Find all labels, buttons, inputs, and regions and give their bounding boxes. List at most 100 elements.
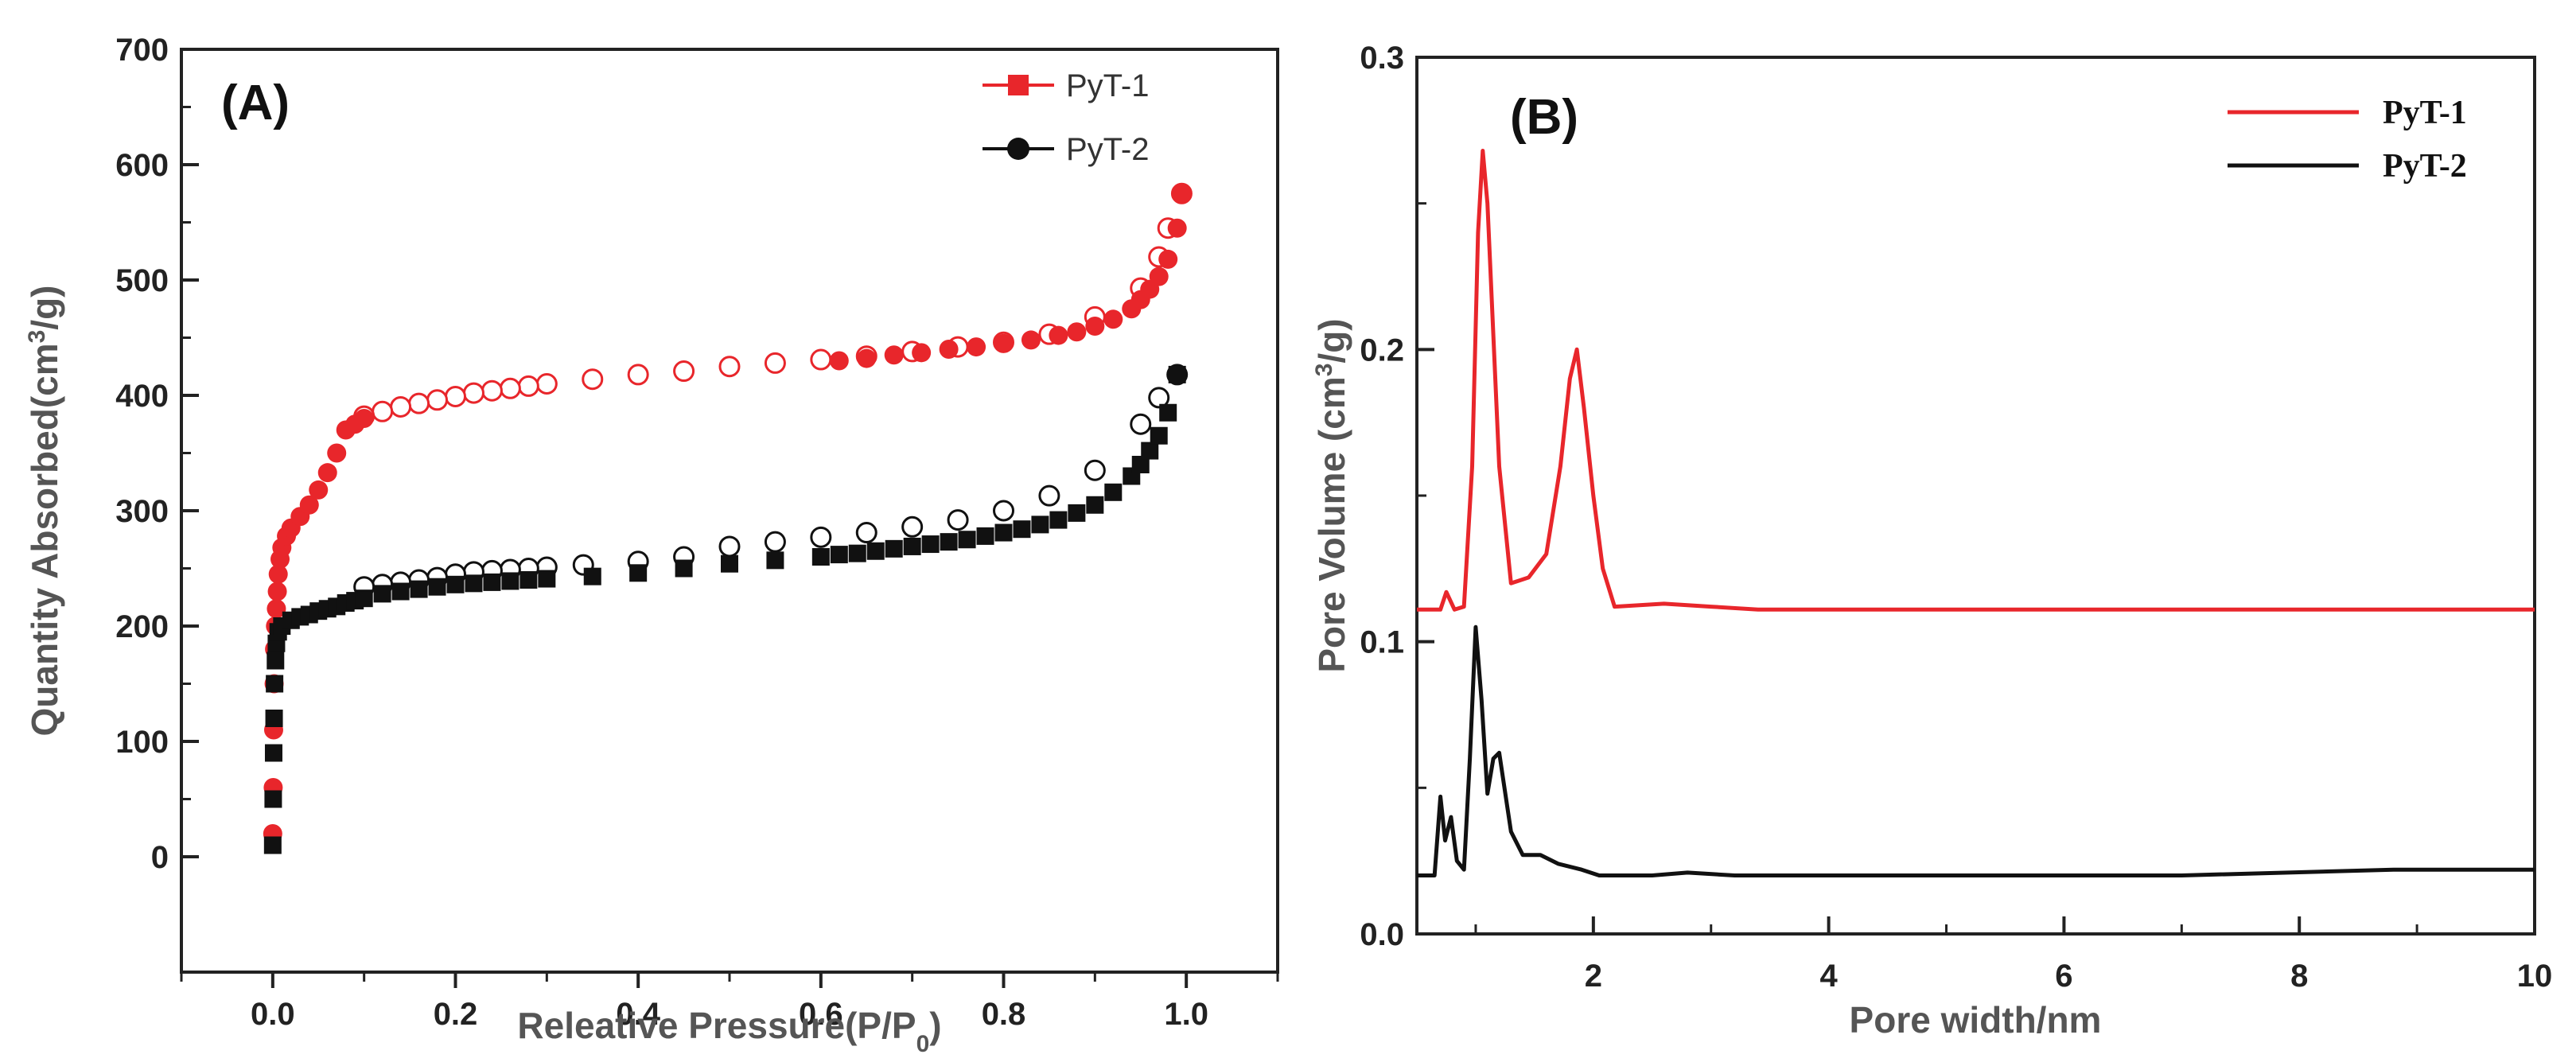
point-pyt-2-adsorption: [1141, 442, 1159, 460]
point-pyt-2-adsorption: [1031, 515, 1049, 534]
point-pyt-2-desorption: [901, 515, 924, 538]
point-pyt-1-desorption: [517, 375, 539, 397]
point-pyt-1-adsorption: [1167, 218, 1187, 238]
point-pyt-1-adsorption: [267, 582, 287, 601]
panel-b-chart: 0.0 0.1 0.2 0.3 2 4 6 8 10 (B) Pore width/nm Po…: [1311, 41, 2553, 1041]
point-pyt-2-adsorption: [264, 744, 282, 762]
point-pyt-2-adsorption: [1168, 365, 1186, 383]
panel-b-x-axis-title: Pore width/nm: [1850, 999, 2102, 1041]
point-pyt-2-adsorption: [848, 544, 866, 562]
panel-a-x-tick-labels: 0.0 0.2 0.4 0.6 0.8 1.0: [251, 997, 1208, 1032]
a-x-tick-label: 0.6: [799, 997, 843, 1032]
a-y-tick-label: 400: [115, 379, 169, 414]
panel-a-y-axis-title-main: Quantity Absorbed(cm: [24, 343, 65, 736]
point-pyt-2-adsorption: [538, 570, 556, 588]
point-pyt-1-desorption: [445, 385, 466, 407]
point-pyt-2-adsorption: [1049, 511, 1068, 529]
point-pyt-2-adsorption: [811, 548, 830, 566]
point-pyt-1-desorption: [372, 400, 394, 422]
point-pyt-1-desorption: [718, 356, 741, 378]
point-pyt-2-adsorption: [355, 589, 373, 608]
point-pyt-2-adsorption: [373, 585, 391, 603]
point-pyt-1-desorption: [462, 382, 484, 404]
point-pyt-2-adsorption: [976, 527, 994, 545]
panel-a-y-axis-title-sup: 3: [24, 330, 50, 344]
a-y-tick-label: 100: [115, 725, 169, 760]
point-pyt-1-adsorption: [939, 340, 959, 359]
panel-a-chart: 0 100 200 300 400 500 600 700 0.0 0.2 0.4 0.6 0.8 1.…: [24, 33, 1279, 1057]
point-pyt-2-desorption: [993, 500, 1014, 522]
a-x-tick-label: 0.2: [434, 997, 478, 1032]
point-pyt-1-adsorption: [1172, 184, 1192, 204]
point-pyt-1-adsorption: [1158, 249, 1178, 269]
point-pyt-2-adsorption: [1068, 504, 1086, 522]
point-pyt-1-adsorption: [912, 343, 932, 363]
point-pyt-2-adsorption: [1104, 483, 1123, 501]
point-pyt-2-adsorption: [1013, 520, 1031, 539]
b-y-tick-label: 0.1: [1360, 625, 1404, 660]
point-pyt-2-adsorption: [766, 551, 784, 570]
point-pyt-1-desorption: [627, 364, 649, 386]
point-pyt-2-adsorption: [1086, 496, 1104, 514]
point-pyt-1-desorption: [535, 373, 558, 395]
a-x-tick-label: 0.8: [982, 997, 1026, 1032]
panel-a-y-tick-labels: 0 100 200 300 400 500 600 700: [115, 33, 169, 875]
point-pyt-1-adsorption: [317, 463, 337, 483]
b-y-tick-label: 0.2: [1360, 333, 1404, 368]
point-pyt-1-adsorption: [299, 495, 319, 515]
point-pyt-1-adsorption: [327, 443, 347, 463]
panel-a-y-axis-title-end: /g): [24, 285, 65, 329]
point-pyt-2-adsorption: [483, 573, 501, 591]
point-pyt-2-desorption: [764, 531, 786, 553]
point-pyt-2-desorption: [718, 535, 741, 558]
line-pyt-2: [1417, 624, 2535, 877]
panel-b-label: (B): [1510, 90, 1578, 145]
point-pyt-2-adsorption: [410, 580, 428, 598]
point-pyt-1-adsorption: [857, 348, 877, 368]
panel-b-y-tick-labels: 0.0 0.1 0.2 0.3: [1360, 41, 1404, 952]
panel-b-plot-frame: [1415, 56, 2536, 936]
panel-a-legend: PyT-1 PyT-2: [983, 68, 1149, 167]
panel-a-x-axis-title-sub: 0: [916, 1031, 930, 1057]
b-x-tick-label: 6: [2055, 959, 2072, 994]
point-pyt-1-adsorption: [1103, 309, 1123, 329]
point-pyt-1-adsorption: [309, 480, 329, 500]
a-y-tick-label: 0: [151, 840, 169, 875]
panel-b-ticks: [1417, 56, 2536, 936]
panel-b-y-axis-title-end: /g): [1311, 318, 1352, 363]
point-pyt-1-desorption: [390, 396, 412, 418]
point-pyt-1-adsorption: [267, 599, 286, 619]
point-pyt-1-adsorption: [829, 351, 849, 371]
point-pyt-1-adsorption: [268, 564, 288, 584]
point-pyt-2-desorption: [855, 522, 877, 544]
point-pyt-2-adsorption: [501, 572, 519, 590]
panel-a-plot-frame: [180, 48, 1279, 974]
panel-a-ticks: [180, 48, 1279, 988]
panel-a-y-axis-title: Quantity Absorbed(cm3/g): [24, 285, 66, 736]
point-pyt-2-adsorption: [885, 539, 903, 558]
point-pyt-2-adsorption: [1159, 403, 1177, 422]
point-pyt-2-desorption: [947, 509, 969, 531]
point-pyt-2-adsorption: [629, 564, 648, 582]
point-pyt-1-adsorption: [1049, 325, 1068, 345]
point-pyt-1-adsorption: [994, 333, 1014, 353]
panel-a-label: (A): [221, 76, 290, 130]
point-pyt-2-adsorption: [921, 535, 940, 554]
panel-b-y-axis-title-sup: 3: [1311, 364, 1337, 377]
point-pyt-2-adsorption: [903, 537, 921, 555]
panel-a-x-axis-title-main: Releative Pressure(P/P: [517, 1005, 916, 1046]
a-y-tick-label: 700: [115, 33, 169, 68]
b-y-tick-label: 0.0: [1360, 917, 1404, 952]
point-pyt-1-desorption: [810, 348, 832, 371]
point-pyt-2-adsorption: [428, 578, 446, 596]
point-pyt-2-desorption: [1148, 387, 1170, 409]
b-x-tick-label: 8: [2290, 959, 2308, 994]
legend-a-marker-pyt-2: [1007, 138, 1029, 160]
point-pyt-2-adsorption: [866, 542, 885, 560]
a-x-tick-label: 0.0: [251, 997, 295, 1032]
point-pyt-1-desorption: [499, 377, 521, 399]
point-pyt-2-adsorption: [940, 533, 958, 551]
point-pyt-2-desorption: [1038, 484, 1060, 507]
legend-b-label-pyt-2: PyT-2: [2383, 148, 2467, 185]
